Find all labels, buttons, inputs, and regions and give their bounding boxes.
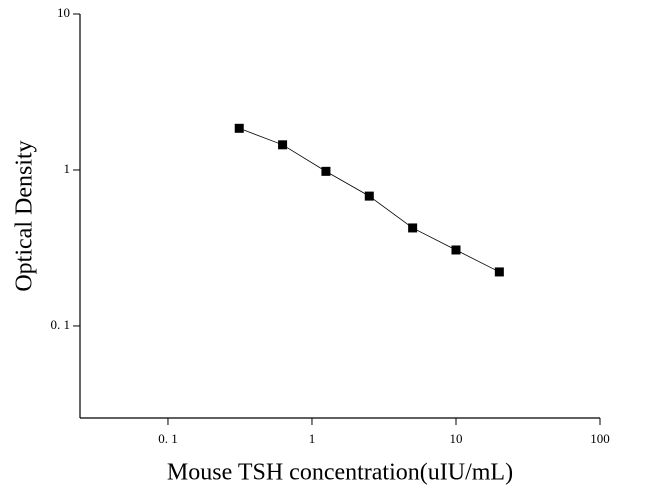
point bbox=[321, 166, 331, 176]
point bbox=[364, 191, 374, 201]
x-tick-label: 100 bbox=[590, 431, 610, 446]
y-axis-label: Optical Density bbox=[12, 140, 38, 291]
x-axis-label: Mouse TSH concentration(uIU/mL) bbox=[167, 460, 513, 486]
x-tick-label: 10 bbox=[449, 431, 462, 446]
point bbox=[451, 245, 461, 255]
y-tick-label: 10 bbox=[57, 5, 70, 20]
x-tick-label: 0. 1 bbox=[158, 431, 178, 446]
point bbox=[494, 267, 504, 277]
y-tick-label: 1 bbox=[64, 161, 71, 176]
point bbox=[408, 223, 418, 233]
x-tick-label: 1 bbox=[309, 431, 316, 446]
point bbox=[234, 123, 244, 133]
y-tick-label: 0. 1 bbox=[51, 317, 71, 332]
point bbox=[278, 140, 288, 150]
